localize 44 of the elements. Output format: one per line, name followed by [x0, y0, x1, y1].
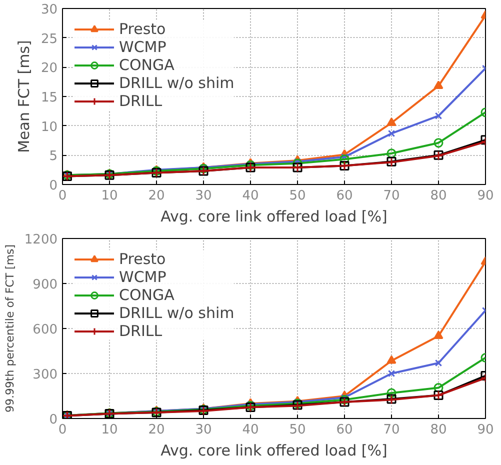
legend-label: DRILL w/o shim — [119, 74, 234, 92]
x-tick-label: 60 — [336, 422, 353, 438]
x-tick-label: 90 — [477, 188, 494, 204]
x-tick-label: 90 — [477, 422, 494, 438]
y-tick-label: 25 — [40, 32, 58, 47]
y-tick-label: 20 — [40, 61, 58, 76]
legend-label: DRILL — [119, 92, 162, 110]
x-tick-label: 10 — [101, 188, 118, 204]
x-tick-label: 20 — [148, 422, 165, 438]
x-tick-label: 50 — [289, 422, 306, 438]
x-tick-label: 40 — [242, 422, 259, 438]
x-tick-label: 20 — [148, 188, 165, 204]
legend-label: DRILL w/o shim — [119, 304, 234, 322]
legend-label: Presto — [119, 20, 166, 38]
legend-label: WCMP — [119, 268, 166, 286]
legend-label: Presto — [119, 250, 166, 268]
y-tick-label: 900 — [32, 278, 58, 292]
legend-label: WCMP — [119, 38, 166, 56]
x-tick-label: 80 — [430, 188, 447, 204]
y-tick-label: 30 — [40, 2, 58, 18]
x-tick-label: 30 — [195, 188, 212, 204]
y-tick-label: 5 — [49, 149, 58, 164]
legend-label: CONGA — [119, 56, 174, 74]
y-tick-label: 0 — [49, 412, 58, 428]
x-tick-label: 60 — [336, 188, 353, 204]
x-tick-label: 70 — [383, 422, 400, 438]
x-axis-title: Avg. core link offered load [%] — [160, 442, 388, 460]
x-tick-label: 40 — [242, 188, 259, 204]
x-tick-label: 80 — [430, 422, 447, 438]
legend-label: CONGA — [119, 286, 174, 304]
y-axis-title: Mean FCT [ms] — [14, 40, 33, 153]
y-tick-label: 600 — [32, 322, 58, 338]
x-tick-label: 10 — [101, 422, 118, 438]
y-tick-label: 1200 — [24, 232, 58, 248]
y-tick-label: 300 — [32, 368, 58, 382]
y-tick-label: 15 — [40, 90, 58, 106]
y-tick-label: 10 — [40, 120, 58, 135]
x-tick-label: 30 — [195, 422, 212, 438]
x-axis-title: Avg. core link offered load [%] — [160, 208, 388, 226]
x-tick-label: 50 — [289, 188, 306, 204]
x-tick-label: 70 — [383, 188, 400, 204]
y-axis-title: 99.99th percentile of FCT [ms] — [3, 244, 16, 413]
y-tick-label: 0 — [49, 178, 58, 194]
legend-label: DRILL — [119, 322, 162, 340]
